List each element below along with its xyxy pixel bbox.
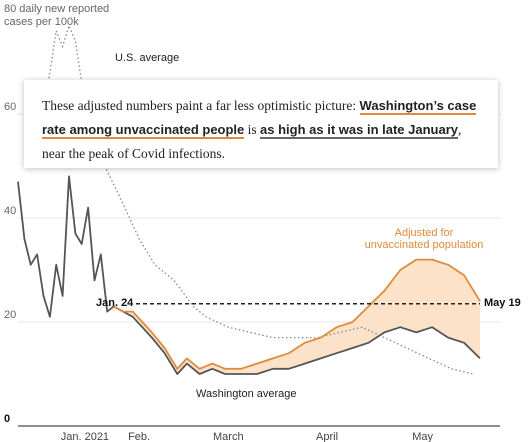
card-highlight-late-january: as high as it was in late January	[260, 122, 459, 139]
adjusted-label-line1: Adjusted for	[395, 227, 454, 239]
x-tick-label: Feb.	[128, 431, 150, 442]
y-axis-label-line1: 80 daily new reported	[4, 3, 109, 15]
card-text-2: is	[244, 122, 261, 137]
reference-left-label: Jan. 24	[96, 297, 134, 309]
card-text-1: These adjusted numbers paint a far less …	[42, 98, 360, 113]
gap-shading	[113, 259, 480, 374]
x-tick-label: April	[316, 431, 338, 442]
y-tick-labels: 0 20 40 60	[4, 101, 16, 425]
x-tick-label: March	[213, 431, 244, 442]
y-tick-label: 60	[4, 101, 16, 113]
us-average-label: U.S. average	[115, 52, 179, 64]
y-tick-label: 20	[4, 309, 16, 321]
adjusted-line	[113, 258, 481, 370]
x-tick-label: Jan. 2021	[61, 431, 109, 442]
y-axis-label-line2: cases per 100k	[4, 16, 79, 28]
reference-right-label: May 19	[484, 297, 521, 309]
x-tick-label: May	[412, 431, 433, 442]
y-tick-label: 0	[4, 413, 10, 425]
washington-average-label: Washington average	[196, 388, 297, 400]
card-highlight-washington-rate: Washington’s case rate among unvaccinate…	[42, 98, 477, 139]
adjusted-label-line2: unvaccinated population	[365, 239, 484, 251]
washington-average-line	[17, 175, 481, 375]
y-tick-label: 40	[4, 205, 16, 217]
x-tick-labels: Jan. 2021 Feb. March April May	[61, 431, 434, 442]
card-text-3: , near the peak of Covid infections.	[42, 122, 462, 161]
annotation-card: These adjusted numbers paint a far less …	[24, 80, 498, 168]
